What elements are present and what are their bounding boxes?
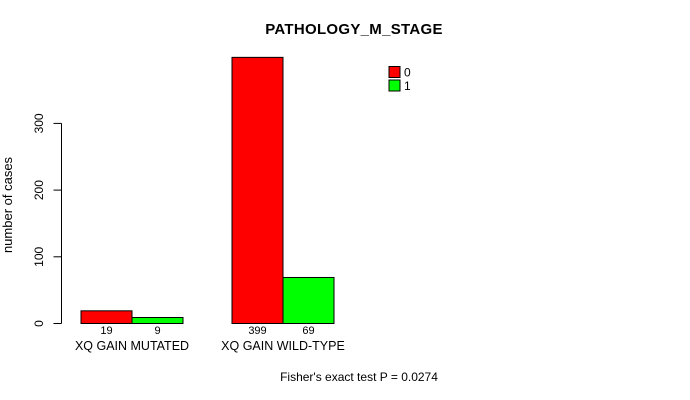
legend-label: 0 bbox=[404, 66, 411, 80]
chart-title: PATHOLOGY_M_STAGE bbox=[265, 21, 443, 38]
y-axis: 0 100 200 300 bbox=[32, 113, 62, 327]
bar-value-label: 19 bbox=[100, 325, 112, 337]
legend-swatch-1 bbox=[388, 79, 401, 92]
bar-value-label: 399 bbox=[248, 325, 266, 337]
y-tick-label: 0 bbox=[32, 320, 46, 327]
legend-label: 1 bbox=[404, 79, 411, 93]
legend-swatch-0 bbox=[388, 66, 401, 78]
bar-series-0 bbox=[80, 310, 133, 324]
bar-value-label: 9 bbox=[154, 325, 160, 337]
x-axis-labels: 19 9 XQ GAIN MUTATED 399 69 XQ GAIN WILD-TYPE bbox=[75, 325, 345, 353]
category-label: XQ GAIN WILD-TYPE bbox=[221, 339, 345, 353]
y-axis-label: number of cases bbox=[0, 156, 15, 253]
bar-value-label: 69 bbox=[302, 325, 314, 337]
y-tick-label: 300 bbox=[32, 113, 46, 133]
category-label: XQ GAIN MUTATED bbox=[75, 339, 189, 353]
legend: 01 bbox=[388, 66, 411, 93]
bar-series-0 bbox=[231, 56, 284, 324]
bar-series-1 bbox=[282, 276, 335, 324]
y-tick-label: 200 bbox=[32, 180, 46, 200]
annotation-text: Fisher's exact test P = 0.0274 bbox=[280, 370, 438, 384]
bars-group bbox=[80, 56, 335, 325]
y-tick-label: 100 bbox=[32, 246, 46, 266]
bar-series-1 bbox=[131, 316, 184, 325]
